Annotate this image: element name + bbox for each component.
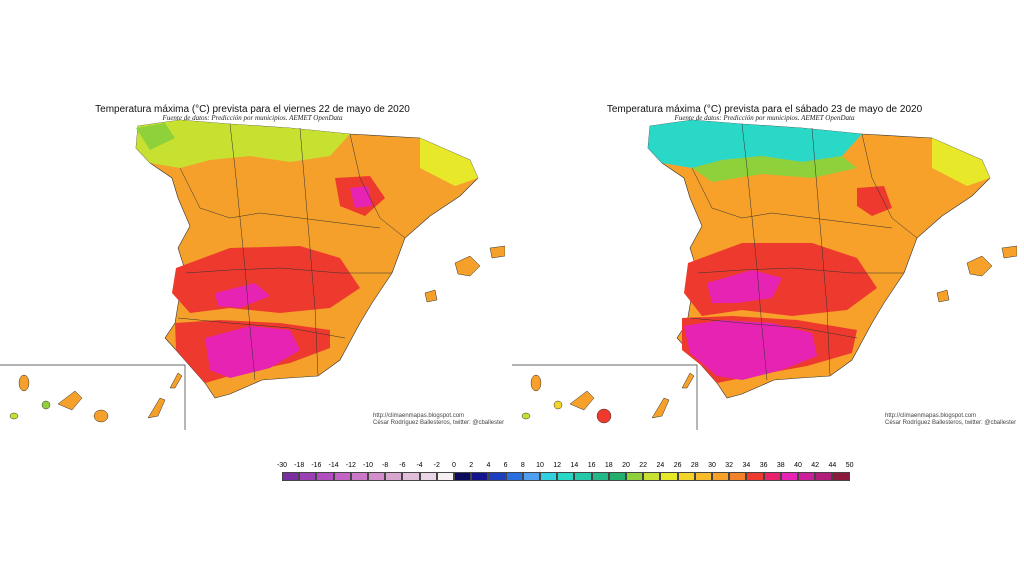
- legend-tick-label: 42: [811, 462, 820, 469]
- credit-url: http://climaenmapas.blogspot.com: [373, 413, 465, 419]
- legend-tick-label: -4: [416, 462, 423, 469]
- map-title: Temperatura máxima (°C) prevista para el…: [95, 104, 410, 115]
- legend-color-swatch: [660, 472, 678, 481]
- legend-color-swatch: [746, 472, 764, 481]
- legend-tick-label: 24: [656, 462, 665, 469]
- legend-tick-label: 12: [553, 462, 562, 469]
- legend-tick-label: -18: [294, 462, 305, 469]
- legend-color-swatch: [798, 472, 816, 481]
- legend-tick-label: 2: [469, 462, 474, 469]
- legend-color-swatch: [540, 472, 558, 481]
- legend-color-swatch: [591, 472, 609, 481]
- legend-tick-label: 44: [828, 462, 837, 469]
- map-subtitle: Fuente de datos: Predicción por municipi…: [674, 114, 855, 122]
- legend-tick-label: 38: [776, 462, 785, 469]
- legend-tick-label: 16: [587, 462, 596, 469]
- legend-color-swatch: [282, 472, 300, 481]
- map-subtitle: Fuente de datos: Predicción por municipi…: [162, 114, 343, 122]
- legend-tick-label: -30: [276, 462, 288, 469]
- map-title: Temperatura máxima (°C) prevista para el…: [606, 104, 923, 115]
- legend-color-swatch: [677, 472, 695, 481]
- legend-color-swatch: [454, 472, 472, 481]
- legend-color-swatch: [712, 472, 730, 481]
- legend-tick-label: 40: [794, 462, 802, 469]
- legend-tick-label: 34: [742, 462, 751, 469]
- legend-color-swatch: [436, 472, 454, 481]
- legend-color-swatch: [763, 472, 781, 481]
- legend-tick-label: 18: [604, 462, 613, 469]
- legend-tick-label: 28: [690, 462, 699, 469]
- legend-color-swatch: [815, 472, 833, 481]
- legend-tick-label: 8: [520, 462, 525, 469]
- legend-tick-label: -14: [328, 462, 339, 469]
- legend-tick-label: 10: [536, 462, 544, 469]
- legend-tick-label: 22: [639, 462, 648, 469]
- legend-color-swatch: [368, 472, 386, 481]
- map-panel-friday: Temperatura máxima (°C) prevista para el…: [0, 98, 505, 438]
- legend-tick-label: -2: [433, 462, 440, 469]
- legend-color-swatch: [488, 472, 506, 481]
- legend-color-swatch: [402, 472, 420, 481]
- legend-tick-label: -16: [311, 462, 322, 469]
- legend-tick-label: 26: [673, 462, 682, 469]
- spain-temperature-map-friday: [0, 119, 505, 430]
- legend-color-swatch: [316, 472, 334, 481]
- credit-author: César Rodríguez Ballesteros, twitter: @c…: [885, 420, 1017, 426]
- legend-color-swatch: [608, 472, 626, 481]
- spain-temperature-map-saturday: [512, 119, 1017, 430]
- legend-color-swatch: [333, 472, 351, 481]
- legend-color-swatch: [299, 472, 317, 481]
- legend-color-swatch: [522, 472, 540, 481]
- legend-tick-label: -8: [382, 462, 389, 469]
- legend-color-swatch: [419, 472, 437, 481]
- legend-color-swatch: [385, 472, 403, 481]
- legend-tick-label: -6: [399, 462, 406, 469]
- legend-tick-label: 14: [570, 462, 579, 469]
- legend-tick-label: 50: [845, 462, 854, 469]
- legend-color-swatch: [729, 472, 747, 481]
- legend-tick-label: 20: [622, 462, 630, 469]
- legend-tick-label: -10: [362, 462, 374, 469]
- credit-author: César Rodríguez Ballesteros, twitter: @c…: [373, 420, 505, 426]
- map-panel-saturday: Temperatura máxima (°C) prevista para el…: [512, 98, 1017, 438]
- legend-color-swatch: [505, 472, 523, 481]
- credit-url: http://climaenmapas.blogspot.com: [885, 413, 977, 419]
- legend-color-swatch: [626, 472, 644, 481]
- legend-color-swatch: [471, 472, 489, 481]
- legend-color-swatch: [780, 472, 798, 481]
- legend-tick-label: 36: [759, 462, 768, 469]
- temperature-color-legend: -30 -18 -16 -14 -12 -10 -8 -6 -4 -2 0 2 4 6 8 10 12 14 16 1…: [276, 460, 856, 484]
- legend-tick-label: 30: [708, 462, 716, 469]
- legend-color-swatch: [832, 472, 850, 481]
- legend-color-swatch: [557, 472, 575, 481]
- legend-tick-label: -12: [345, 462, 356, 469]
- legend-color-swatch: [643, 472, 661, 481]
- legend-color-swatch: [694, 472, 712, 481]
- legend-color-swatch: [574, 472, 592, 481]
- legend-tick-label: 6: [503, 462, 508, 469]
- legend-tick-label: 32: [725, 462, 734, 469]
- legend-tick-label: 0: [452, 462, 456, 469]
- legend-tick-label: 4: [486, 462, 491, 469]
- legend-color-swatch: [350, 472, 368, 481]
